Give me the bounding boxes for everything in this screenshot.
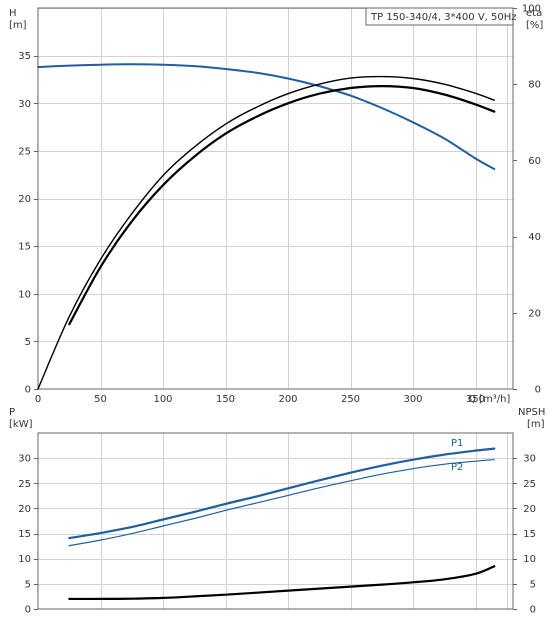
power-npsh-panel: 0 5 10 15 20 25 30 0 5 10 15 20 25 30 P [kW] NPSH [m]… xyxy=(9,407,545,616)
bottom-right-axis-symbol: NPSH xyxy=(518,407,545,418)
x-tick-label: 100 xyxy=(153,394,172,405)
x-tick-label: 50 xyxy=(94,394,107,405)
bottom-right-tick-label: 10 xyxy=(523,554,536,565)
efficiency-curve-outer xyxy=(37,75,495,390)
bottom-right-tick-label: 20 xyxy=(523,504,536,515)
head-efficiency-panel: 0 50 100 150 200 250 300 3500510152025303502040… xyxy=(9,4,543,406)
top-grid xyxy=(38,8,513,389)
npsh-curve xyxy=(68,565,496,601)
top-left-tick-label: 30 xyxy=(18,99,31,110)
top-left-axis-symbol: H xyxy=(9,8,17,19)
top-left-tick-label: 15 xyxy=(18,242,31,253)
top-left-tick-label: 25 xyxy=(18,146,31,157)
top-left-tick-label: 0 xyxy=(25,385,31,396)
top-left-tick-label: 20 xyxy=(18,194,31,205)
x-tick-label: 200 xyxy=(278,394,297,405)
bottom-frame xyxy=(37,432,514,610)
x-tick-label: 150 xyxy=(216,394,235,405)
top-right-tick-label: 60 xyxy=(528,156,541,167)
top-right-tick-label: 100 xyxy=(522,4,541,15)
efficiency-curve-inner xyxy=(68,84,496,326)
series-label-p2: P2 xyxy=(451,462,463,473)
x-tick-label: 300 xyxy=(403,394,422,405)
bottom-right-tick-label: 15 xyxy=(523,529,536,540)
chart-title: TP 150-340/4, 3*400 V, 50Hz xyxy=(370,12,517,23)
top-title-box: TP 150-340/4, 3*400 V, 50Hz xyxy=(365,7,517,26)
top-series xyxy=(37,63,496,390)
top-left-tick-label: 5 xyxy=(25,337,31,348)
bottom-right-axis-unit: [m] xyxy=(527,419,545,430)
p2-curve xyxy=(68,459,495,547)
bottom-left-tick-label: 0 xyxy=(25,605,31,616)
bottom-grid xyxy=(38,433,513,609)
bottom-ticks: 0 5 10 15 20 25 30 0 5 10 15 20 25 30 xyxy=(18,454,536,616)
p1-curve xyxy=(68,447,496,540)
bottom-left-tick-label: 30 xyxy=(18,454,31,465)
top-right-axis-unit: [%] xyxy=(526,20,543,31)
top-right-tick-label: 40 xyxy=(528,232,541,243)
top-left-axis-unit: [m] xyxy=(9,20,27,31)
x-tick-label: 350 xyxy=(466,394,485,405)
top-right-tick-label: 80 xyxy=(528,80,541,91)
x-axis-label: Q [m³/h] xyxy=(468,394,510,405)
top-right-tick-label: 20 xyxy=(528,308,541,319)
x-tick-label: 0 xyxy=(35,394,41,405)
bottom-left-tick-label: 15 xyxy=(18,529,31,540)
top-left-tick-label: 35 xyxy=(18,51,31,62)
bottom-left-tick-label: 25 xyxy=(18,479,31,490)
series-label-p1: P1 xyxy=(451,438,463,449)
bottom-left-axis-symbol: P xyxy=(9,407,15,418)
bottom-left-tick-label: 5 xyxy=(25,579,31,590)
bottom-right-tick-label: 30 xyxy=(523,454,536,465)
bottom-left-tick-label: 20 xyxy=(18,504,31,515)
x-tick-label: 250 xyxy=(341,394,360,405)
bottom-right-tick-label: 5 xyxy=(530,579,536,590)
bottom-series xyxy=(68,447,496,601)
top-right-axis-symbol: eta xyxy=(526,8,542,19)
top-left-tick-label: 10 xyxy=(18,289,31,300)
top-frame xyxy=(37,7,514,390)
bottom-left-tick-label: 10 xyxy=(18,554,31,565)
top-right-tick-label: 0 xyxy=(535,385,541,396)
head-curve xyxy=(37,63,496,170)
bottom-left-axis-unit: [kW] xyxy=(9,419,33,430)
bottom-right-tick-label: 0 xyxy=(530,605,536,616)
bottom-right-tick-label: 25 xyxy=(523,479,536,490)
top-ticks: 0 50 100 150 200 250 300 3500510152025303502040… xyxy=(18,4,541,406)
